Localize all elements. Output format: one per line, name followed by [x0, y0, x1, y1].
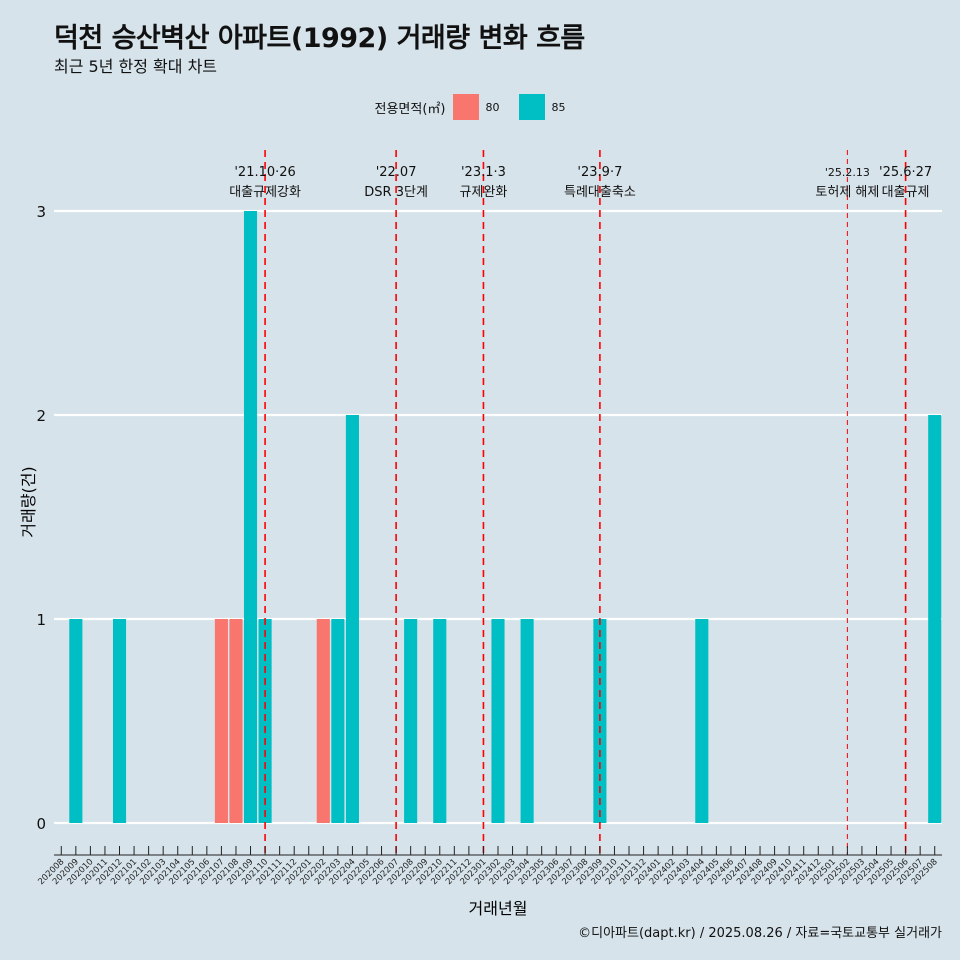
event-date-label: '23.1·3 [461, 165, 506, 180]
bar-85-202012 [112, 619, 127, 823]
event-name-label: 규제완화 [460, 185, 508, 200]
legend-key-80 [453, 94, 480, 120]
y-tick-label: 2 [36, 407, 46, 425]
bar-85-202204 [345, 415, 359, 823]
bar-85-202304 [520, 619, 534, 823]
legend: 전용면적(㎡) 80 85 [0, 94, 960, 120]
bar-85-202210 [433, 619, 447, 823]
chart-title: 덕천 승산벽산 아파트(1992) 거래량 변화 흐름 [54, 23, 585, 54]
event-name-label: DSR 3단계 [364, 185, 428, 200]
bar-80-202202 [316, 619, 330, 823]
event-name-label: 대출규제강화 [229, 185, 301, 200]
y-tick-label: 0 [36, 815, 46, 833]
chart-subtitle: 최근 5년 한정 확대 차트 [54, 57, 218, 76]
legend-key-85 [519, 94, 546, 120]
event-date-label: '23.9·7 [577, 165, 622, 180]
bar-85-202309 [593, 619, 607, 823]
legend-label-80: 80 [485, 100, 500, 114]
y-axis-label: 거래량(건) [19, 466, 38, 537]
event-date-label: '25.6·27 [879, 165, 932, 180]
grid-lines: 0 1 2 3 [36, 203, 942, 833]
y-tick-label: 3 [36, 203, 46, 221]
event-date-label: '22.07 [376, 165, 417, 180]
bar-80-202107 [214, 619, 228, 823]
event-name-label: 토허제 해제 [815, 185, 879, 200]
bar-85-202109 [243, 211, 258, 823]
bar-80-202108 [229, 619, 243, 823]
bar-85-202110 [258, 619, 272, 823]
event-name-label: 특례대출축소 [564, 185, 636, 200]
x-axis-label: 거래년월 [469, 899, 528, 918]
bar-85-202203 [331, 619, 345, 823]
event-name-label: 대출규제 [882, 185, 930, 200]
legend-label-85: 85 [551, 100, 566, 114]
bar-85-202302 [491, 619, 505, 823]
event-date-label: '25.2.13 [825, 166, 870, 179]
axes: 거래년월 거래량(건) 2020082020092020102020112020… [19, 466, 942, 918]
event-markers: '21.10·26 대출규제강화 '22.07 DSR 3단계 '23.1·3 규제완화 '… [229, 150, 932, 855]
source-caption: ©디아파트(dapt.kr) / 2025.08.26 / 자료=국토교통부 실… [578, 926, 942, 941]
bars [69, 211, 942, 823]
bar-85-202404 [695, 619, 709, 823]
bar-85-202009 [69, 619, 83, 823]
legend-title: 전용면적(㎡) [374, 101, 446, 117]
event-date-label: '21.10·26 [234, 165, 295, 180]
y-tick-label: 1 [36, 611, 46, 629]
bar-85-202508 [928, 415, 942, 823]
bar-85-202208 [404, 619, 418, 823]
